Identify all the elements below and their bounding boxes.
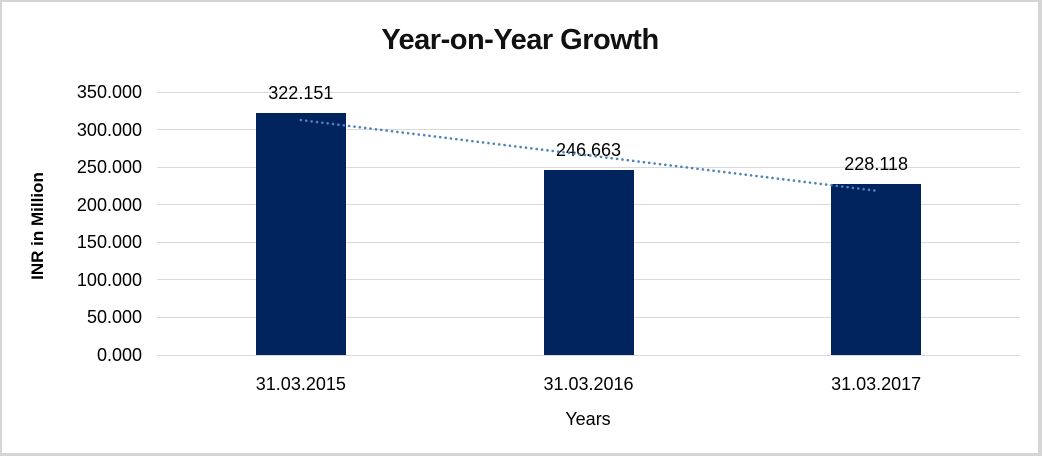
y-tick-label: 200.000 <box>76 194 142 215</box>
bar <box>543 169 634 355</box>
bar <box>831 183 922 355</box>
bar-value-label: 228.118 <box>844 153 909 174</box>
y-tick-label: 250.000 <box>76 157 142 178</box>
gridline <box>157 354 1020 356</box>
bar-value-label: 322.151 <box>268 82 334 103</box>
x-axis-title: Years <box>565 409 611 429</box>
y-tick-label: 350.000 <box>76 82 142 102</box>
x-tick-label: 31.03.2017 <box>831 374 922 394</box>
bar <box>255 112 346 355</box>
x-tick-label: 31.03.2016 <box>543 374 634 394</box>
y-tick-label: 300.000 <box>76 119 142 140</box>
bar-value-label: 246.663 <box>555 139 622 160</box>
y-tick-label: 50.000 <box>86 307 142 328</box>
y-tick-label: 150.000 <box>76 232 142 253</box>
y-tick-label: 0.000 <box>96 345 142 365</box>
chart-title: Year-on-Year Growth <box>381 24 659 56</box>
x-tick-label: 31.03.2015 <box>255 374 346 394</box>
y-tick-label: 100.000 <box>76 269 142 290</box>
gridline <box>157 91 1020 93</box>
